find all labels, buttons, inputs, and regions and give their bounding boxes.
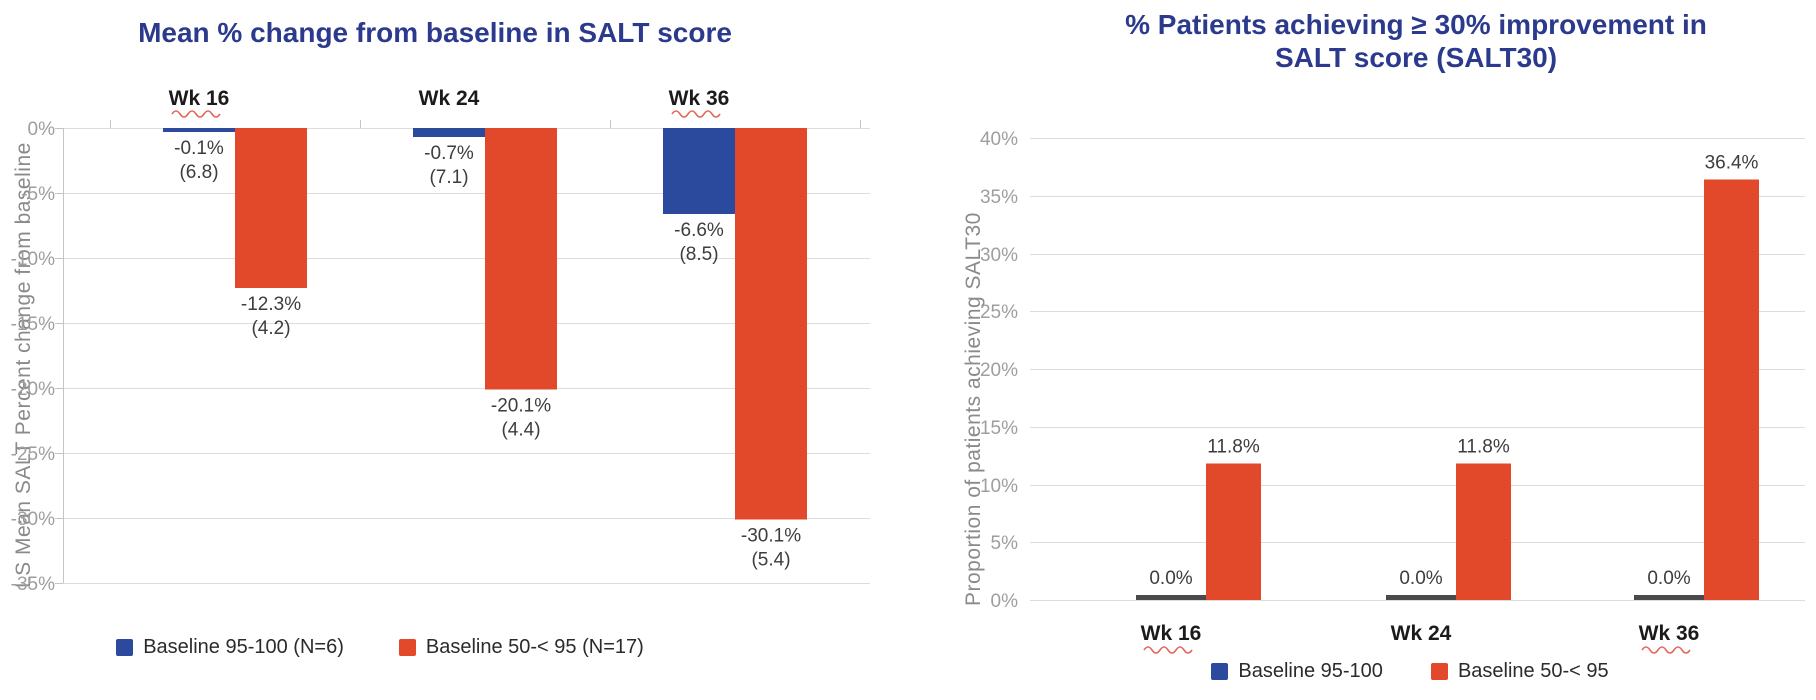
bar-baseline-95-100-n-6-wk-16	[163, 128, 235, 132]
category-label-wk-36: Wk 36	[1639, 622, 1700, 645]
legend-swatch-baseline-95-100-n-6	[116, 639, 134, 656]
bar-baseline-95-100-wk-16	[1136, 595, 1206, 600]
ytick-label-40: 40%	[980, 129, 1018, 150]
bar-baseline-95-100-n-6-wk-36	[663, 128, 735, 214]
ytick-label-0: 0%	[991, 591, 1019, 612]
legend-label-baseline-95-100-n-6: Baseline 95-100 (N=6)	[143, 636, 344, 658]
spellcheck-squiggle-wk-16	[171, 110, 221, 118]
chart-salt30: % Patients achieving ≥ 30% improvement i…	[908, 0, 1816, 700]
bar-baseline-50-95-wk-16	[1206, 463, 1261, 600]
ytick-label-5: -5%	[21, 184, 55, 205]
bar-baseline-50-95-n-17-wk-16	[235, 128, 307, 288]
bar-label-baseline-50-95-n-17-wk-36: -30.1% (5.4)	[741, 525, 801, 570]
bar-baseline-50-95-n-17-wk-36	[735, 128, 807, 520]
ytick-label-10: -10%	[11, 249, 55, 270]
legend-item-baseline-95-100-n-6: Baseline 95-100 (N=6)	[116, 636, 344, 659]
bar-baseline-95-100-wk-24	[1386, 595, 1456, 600]
ytick-label-15: 15%	[980, 418, 1018, 439]
ytick-label-35: 35%	[980, 187, 1018, 208]
bar-label-baseline-95-100-n-6-wk-16: -0.1% (6.8)	[174, 138, 224, 183]
category-label-wk-24: Wk 24	[419, 87, 480, 110]
bar-baseline-50-95-wk-36	[1704, 179, 1759, 600]
legend-item-baseline-95-100: Baseline 95-100	[1211, 660, 1383, 683]
spellcheck-squiggle-wk-16	[1143, 646, 1193, 654]
bar-baseline-95-100-wk-36	[1634, 595, 1704, 600]
ytick-label-20: -20%	[11, 379, 55, 400]
ytick-label-0: 0%	[28, 119, 56, 140]
bar-baseline-50-95-wk-24	[1456, 463, 1511, 600]
ytick-label-30: -30%	[11, 509, 55, 530]
bar-label-baseline-50-95-wk-16: 11.8%	[1207, 437, 1260, 458]
bar-label-baseline-50-95-n-17-wk-24: -20.1% (4.4)	[491, 395, 551, 440]
chart-mean-change: Mean % change from baseline in SALT scor…	[0, 17, 870, 659]
legend-label-baseline-95-100: Baseline 95-100	[1238, 660, 1383, 682]
spellcheck-squiggle-wk-36	[671, 110, 721, 118]
bar-label-baseline-95-100-wk-16: 0.0%	[1149, 568, 1192, 589]
ytick-label-15: -15%	[11, 314, 55, 335]
chart-mean-change-title: Mean % change from baseline in SALT scor…	[138, 17, 732, 48]
ytick-label-30: 30%	[980, 245, 1018, 266]
chart-salt30-plot: 0% 5% 10% 15% 20% 25% 30% 35% 40% 0.0% 0.0% 0.0% 11.…	[980, 129, 1805, 654]
ytick-label-5: 5%	[991, 533, 1019, 554]
ytick-label-25: 25%	[980, 302, 1018, 323]
legend-swatch-baseline-50-95-n-17	[398, 639, 416, 656]
bar-baseline-95-100-n-6-wk-24	[413, 128, 485, 138]
bar-label-baseline-50-95-wk-36: 36.4%	[1705, 153, 1759, 174]
category-label-wk-16: Wk 16	[169, 87, 230, 110]
bar-label-baseline-50-95-wk-24: 11.8%	[1457, 437, 1510, 458]
bar-label-baseline-95-100-n-6-wk-24: -0.7% (7.1)	[424, 143, 474, 188]
legend-item-baseline-50-95-n-17: Baseline 50-< 95 (N=17)	[398, 636, 644, 659]
category-label-wk-16: Wk 16	[1141, 622, 1202, 645]
category-label-wk-24: Wk 24	[1391, 622, 1452, 645]
spellcheck-squiggle-wk-36	[1641, 646, 1691, 654]
legend-swatch-baseline-50-95	[1430, 663, 1448, 680]
bar-baseline-50-95-n-17-wk-24	[485, 128, 557, 390]
bar-label-baseline-95-100-n-6-wk-36: -6.6% (8.5)	[674, 220, 724, 265]
category-label-wk-36: Wk 36	[669, 87, 730, 110]
ytick-label-10: 10%	[980, 476, 1018, 497]
legend-label-baseline-50-95-n-17: Baseline 50-< 95 (N=17)	[425, 636, 644, 658]
chart-mean-change-legend: Baseline 95-100 (N=6) Baseline 50-< 95 (N…	[0, 636, 760, 659]
legend-label-baseline-50-95: Baseline 50-< 95	[1457, 660, 1609, 682]
chart-salt30-title: % Patients achieving ≥ 30% improvement i…	[1125, 9, 1707, 73]
bar-label-baseline-95-100-wk-36: 0.0%	[1647, 568, 1690, 589]
ytick-label-25: -25%	[11, 444, 55, 465]
ytick-label-20: 20%	[980, 360, 1018, 381]
chart-salt30-legend: Baseline 95-100 Baseline 50-< 95	[1000, 660, 1816, 683]
bar-label-baseline-95-100-wk-24: 0.0%	[1399, 568, 1442, 589]
ytick-label-35: -35%	[11, 574, 55, 595]
bar-label-baseline-50-95-n-17-wk-16: -12.3% (4.2)	[241, 294, 301, 339]
legend-swatch-baseline-95-100	[1211, 663, 1229, 680]
legend-item-baseline-50-95: Baseline 50-< 95	[1430, 660, 1609, 683]
chart-mean-change-plot: 0% -5% -10% -15% -20% -25% -30% -35% -0.1% (6.8) -…	[11, 87, 870, 595]
